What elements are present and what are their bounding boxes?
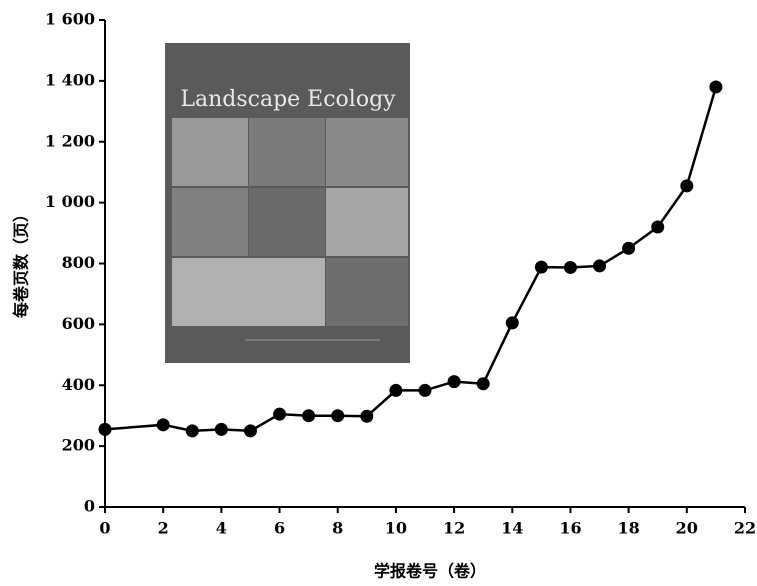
data-point [622, 242, 635, 255]
y-tick-label: 1 400 [45, 70, 95, 89]
data-point [651, 220, 664, 233]
cover-photo [249, 188, 325, 256]
x-tick-label: 10 [385, 519, 407, 538]
data-point [157, 418, 170, 431]
x-tick-label: 22 [734, 519, 756, 538]
data-point [360, 410, 373, 423]
cover-photo [326, 258, 408, 326]
cover-photo [326, 118, 408, 186]
data-point [302, 409, 315, 422]
x-tick-label: 12 [443, 519, 465, 538]
x-tick-label: 4 [216, 519, 227, 538]
data-point [331, 409, 344, 422]
y-tick-label: 400 [62, 375, 95, 394]
y-axis-label: 每卷页数（页） [12, 206, 31, 318]
y-tick-label: 200 [62, 436, 95, 455]
cover-photo [172, 118, 248, 186]
cover-photo [172, 188, 248, 256]
x-axis-label: 学报卷号（卷） [374, 562, 486, 581]
data-point [564, 261, 577, 274]
data-point [215, 423, 228, 436]
chart: Landscape Ecology 学报卷号（卷） 每卷页数（页） 020040… [0, 0, 757, 582]
cover-photo [326, 188, 408, 256]
data-point [448, 375, 461, 388]
page: Landscape Ecology 学报卷号（卷） 每卷页数（页） 020040… [0, 0, 757, 586]
x-tick-label: 16 [559, 519, 581, 538]
y-tick-label: 1 000 [45, 192, 95, 211]
cover-photo [172, 258, 325, 326]
x-tick-label: 14 [501, 519, 523, 538]
data-point [244, 424, 257, 437]
y-tick-label: 1 200 [45, 131, 95, 150]
cover-photo [249, 118, 325, 186]
y-tick-label: 1 600 [45, 10, 95, 29]
data-point [477, 377, 490, 390]
x-tick-label: 18 [618, 519, 640, 538]
data-point [535, 261, 548, 274]
x-tick-label: 0 [99, 519, 110, 538]
x-tick-label: 6 [274, 519, 285, 538]
data-point [419, 384, 432, 397]
inset-cover: Landscape Ecology [165, 43, 410, 363]
data-point [389, 384, 402, 397]
x-tick-label: 20 [676, 519, 698, 538]
data-point [506, 316, 519, 329]
data-point [186, 424, 199, 437]
data-point [709, 80, 722, 93]
y-tick-label: 0 [84, 497, 95, 516]
y-tick-label: 600 [62, 314, 95, 333]
inset-title: Landscape Ecology [180, 87, 396, 112]
x-tick-label: 2 [158, 519, 169, 538]
data-point [99, 423, 112, 436]
data-point [593, 259, 606, 272]
x-tick-label: 8 [332, 519, 343, 538]
y-tick-label: 800 [62, 253, 95, 272]
data-point [273, 408, 286, 421]
data-point [680, 179, 693, 192]
